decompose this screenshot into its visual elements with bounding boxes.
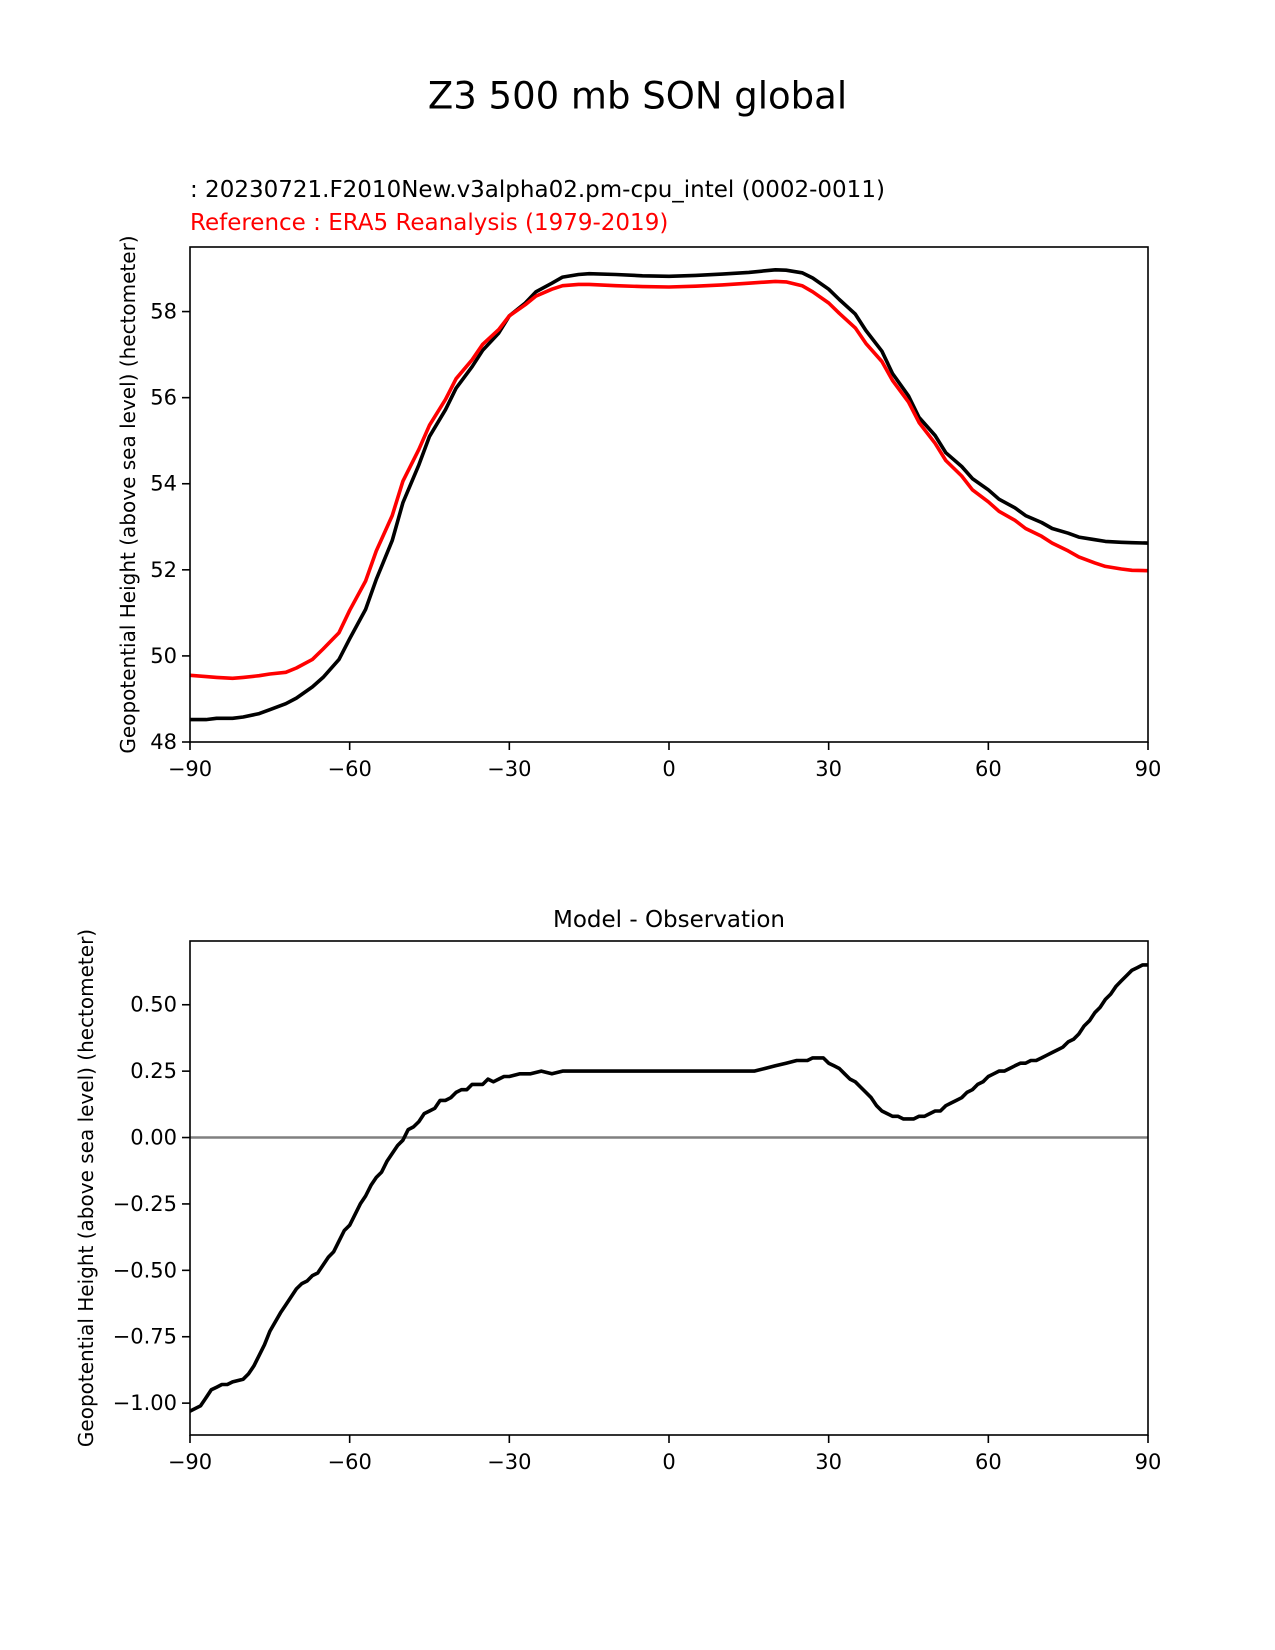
y-tick-label: 0.50 xyxy=(130,993,177,1017)
x-tick-label: −60 xyxy=(328,1450,372,1474)
series-line-test xyxy=(190,267,1148,722)
test-case-label: : 20230721.F2010New.v3alpha02.pm-cpu_int… xyxy=(190,177,885,203)
y-tick-label: 0.00 xyxy=(130,1126,177,1150)
y-tick-label: −1.00 xyxy=(113,1391,177,1415)
figure-title: Z3 500 mb SON global xyxy=(428,75,847,118)
x-tick-label: 60 xyxy=(975,1450,1002,1474)
x-tick-label: 30 xyxy=(815,1450,842,1474)
x-tick-label: 90 xyxy=(1135,1450,1162,1474)
x-tick-label: 0 xyxy=(662,757,675,781)
y-tick-label: 0.25 xyxy=(130,1059,177,1083)
y-tick-label: 52 xyxy=(150,558,177,582)
x-tick-label: 0 xyxy=(662,1450,675,1474)
series-line-difference xyxy=(190,963,1148,1413)
y-tick-label: −0.75 xyxy=(113,1325,177,1349)
bottom-panel: −90 −60 −30 0 30 60 90 −1.00 −0.75 −0.50 −0.25 0.00… xyxy=(74,907,1161,1474)
y-tick-label: 56 xyxy=(150,386,177,410)
x-tick-label: 60 xyxy=(975,757,1002,781)
x-tick-label: −90 xyxy=(168,1450,212,1474)
series-line-reference xyxy=(190,279,1148,681)
y-tick-label: −0.50 xyxy=(113,1258,177,1282)
x-tick-label: −60 xyxy=(328,757,372,781)
x-tick-label: 90 xyxy=(1135,757,1162,781)
y-tick-label: 50 xyxy=(150,644,177,668)
x-tick-label: −90 xyxy=(168,757,212,781)
panel-title: Model - Observation xyxy=(553,907,785,933)
x-tick-label: −30 xyxy=(487,757,531,781)
x-tick-label: 30 xyxy=(815,757,842,781)
y-axis-label: Geopotential Height (above sea level) (h… xyxy=(116,235,140,753)
reference-label: Reference : ERA5 Reanalysis (1979-2019) xyxy=(190,210,668,236)
y-axis-label: Geopotential Height (above sea level) (h… xyxy=(74,929,98,1447)
top-panel: −90 −60 −30 0 30 60 90 48 50 52 54 56 58 Geopotential… xyxy=(116,177,1161,781)
x-tick-label: −30 xyxy=(487,1450,531,1474)
y-tick-label: 58 xyxy=(150,300,177,324)
y-tick-label: 54 xyxy=(150,472,177,496)
y-tick-label: −0.25 xyxy=(113,1192,177,1216)
y-tick-label: 48 xyxy=(150,730,177,754)
